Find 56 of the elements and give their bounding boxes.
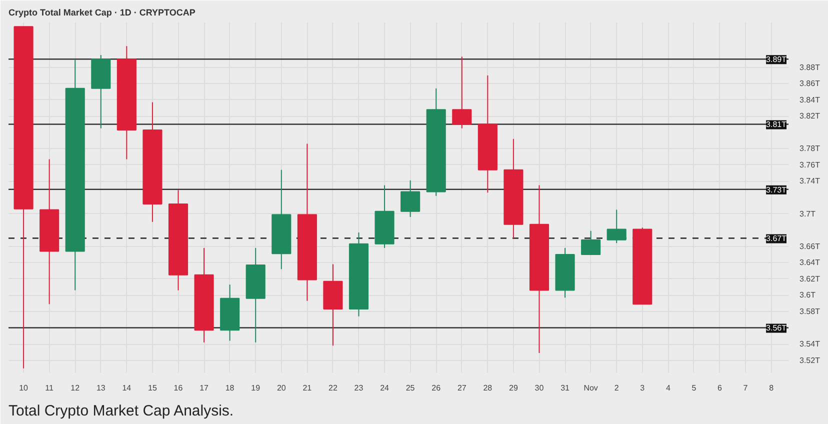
text: Total Crypto Market Cap Analysis.: [8, 402, 234, 420]
candlestick: [606, 209, 626, 244]
y-tick-label: 3.88T: [800, 62, 820, 72]
y-tick-label: 3.78T: [800, 144, 820, 154]
x-tick-label: 8: [769, 384, 774, 392]
x-tick-label: 12: [70, 384, 80, 392]
y-tick-label: 3.64T: [800, 258, 820, 268]
y-tick-label: 3.82T: [800, 112, 820, 121]
x-tick-label: 13: [96, 384, 106, 392]
ref-line-label: 3.56T: [766, 324, 787, 333]
x-tick-label: 23: [354, 384, 364, 392]
x-tick-label: Nov: [584, 384, 598, 392]
x-tick-label: 5: [692, 384, 697, 392]
x-tick-label: 30: [534, 384, 544, 392]
y-tick-label: 3.6T: [800, 290, 816, 300]
ref-line-label: 3.89T: [766, 55, 787, 64]
x-tick-label: 14: [122, 384, 132, 392]
x-tick-label: 20: [276, 384, 286, 392]
x-tick-label: 7: [743, 384, 748, 392]
x-tick-label: 3: [640, 384, 646, 392]
x-tick-label: 15: [148, 384, 158, 392]
x-tick-label: 28: [483, 384, 493, 392]
y-tick-label: 3.74T: [800, 176, 820, 186]
ref-line-label: 3.81T: [766, 120, 787, 130]
y-tick-label: 3.62T: [800, 274, 820, 284]
x-tick-label: 27: [457, 384, 467, 392]
candlestick: [452, 56, 472, 129]
y-tick-label: 3.52T: [800, 356, 820, 365]
y-tick-label: 3.76T: [800, 160, 820, 170]
y-tick-label: 3.58T: [800, 306, 820, 316]
y-tick-label: 3.7T: [800, 209, 816, 218]
ref-line-label: 3.73T: [766, 185, 787, 194]
x-tick-label: 19: [251, 384, 261, 392]
x-tick-label: 24: [380, 384, 390, 392]
x-tick-label: 25: [406, 384, 416, 392]
x-tick-label: 4: [666, 384, 671, 392]
candlestick: [581, 230, 601, 255]
y-tick-label: 3.84T: [800, 95, 820, 104]
x-tick-label: 16: [174, 384, 184, 392]
y-tick-label: 3.66T: [800, 242, 820, 251]
x-tick-label: 22: [328, 384, 338, 392]
y-tick-label: 3.54T: [800, 340, 820, 349]
x-tick-label: 6: [718, 384, 723, 392]
x-tick-label: 11: [45, 384, 54, 392]
x-tick-label: 26: [432, 384, 442, 392]
x-tick-label: 29: [509, 384, 518, 392]
x-tick-label: 21: [302, 384, 312, 392]
y-tick-label: 3.86T: [800, 79, 820, 88]
chart-title: Crypto Total Market Cap · 1D · CRYPTOCAP: [8, 8, 196, 18]
x-tick-label: 10: [19, 384, 29, 392]
x-tick-label: 18: [225, 384, 235, 392]
x-tick-label: 31: [560, 384, 570, 392]
candlestick: [400, 180, 420, 218]
ref-line-label: 3.67T: [766, 234, 787, 244]
x-tick-label: 17: [200, 384, 210, 392]
x-tick-label: 2: [614, 384, 620, 392]
